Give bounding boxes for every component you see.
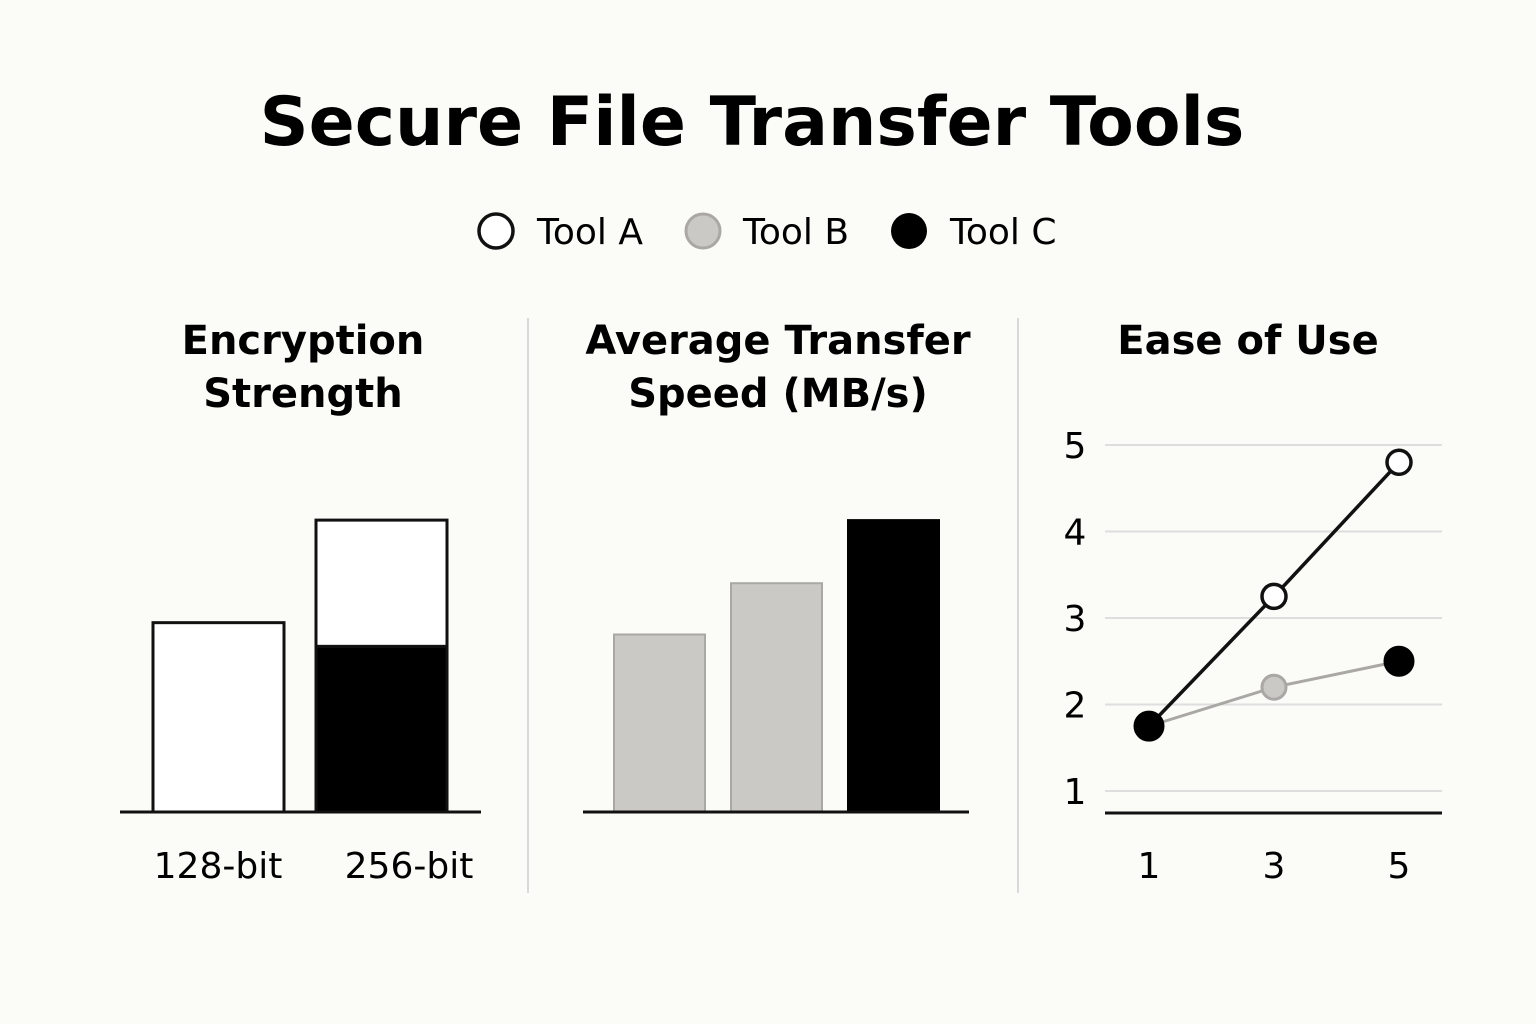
y-tick-3: 3 [1064, 599, 1087, 640]
point-tool-c-x5 [1383, 645, 1415, 677]
panel-transfer-speed: Average Transfer Speed (MB/s) [583, 318, 971, 814]
speed-bars [613, 519, 940, 813]
speed-bar-1-tool-b [613, 633, 706, 813]
point-tool-c-x1 [1133, 710, 1165, 742]
ease-x-ticks: 1 3 5 [1138, 846, 1411, 887]
ease-gridlines [1105, 444, 1442, 792]
x-tick-3: 3 [1263, 846, 1286, 887]
y-tick-2: 2 [1064, 686, 1087, 727]
panel-encryption-strength: Encryption Strength 128-bit 256-bit [120, 318, 481, 887]
legend-label-tool-c: Tool C [949, 212, 1057, 253]
x-tick-128-bit: 128-bit [154, 846, 283, 887]
ease-points [1133, 448, 1415, 742]
panel-title-ease-of-use: Ease of Use [1117, 318, 1378, 364]
bar-128-bit-tool-a [151, 621, 286, 814]
legend: Tool A Tool B Tool C [477, 212, 1057, 253]
speed-bar-2-tool-b [730, 582, 823, 813]
panel-ease-of-use: Ease of Use 1 2 3 4 5 1 3 5 [1064, 318, 1442, 887]
panel-title-encryption-line-1: Encryption [182, 318, 425, 364]
x-tick-256-bit: 256-bit [345, 846, 474, 887]
y-tick-1: 1 [1064, 772, 1087, 813]
ease-y-ticks: 1 2 3 4 5 [1064, 426, 1087, 813]
legend-label-tool-a: Tool A [536, 212, 643, 253]
encryption-bars [151, 518, 449, 814]
y-tick-4: 4 [1064, 513, 1087, 554]
speed-bar-3-tool-c [847, 519, 940, 813]
x-tick-5: 5 [1388, 846, 1411, 887]
panel-title-speed-line-1: Average Transfer [585, 318, 971, 364]
y-tick-5: 5 [1064, 426, 1087, 467]
chart-title: Secure File Transfer Tools [260, 83, 1245, 162]
legend-marker-tool-c [891, 213, 927, 249]
panel-title-speed-line-2: Speed (MB/s) [628, 371, 928, 417]
point-tool-b-x3 [1260, 673, 1288, 701]
legend-marker-tool-b [684, 212, 722, 250]
legend-marker-tool-a [477, 212, 515, 250]
bar-256-bit-tool-a [314, 518, 449, 648]
point-tool-a-x3 [1260, 582, 1288, 611]
point-tool-a-x5 [1385, 448, 1413, 477]
x-tick-1: 1 [1138, 846, 1161, 887]
legend-label-tool-b: Tool B [742, 212, 849, 253]
panel-title-encryption-line-2: Strength [203, 371, 403, 417]
bar-256-bit-tool-c [314, 644, 449, 814]
